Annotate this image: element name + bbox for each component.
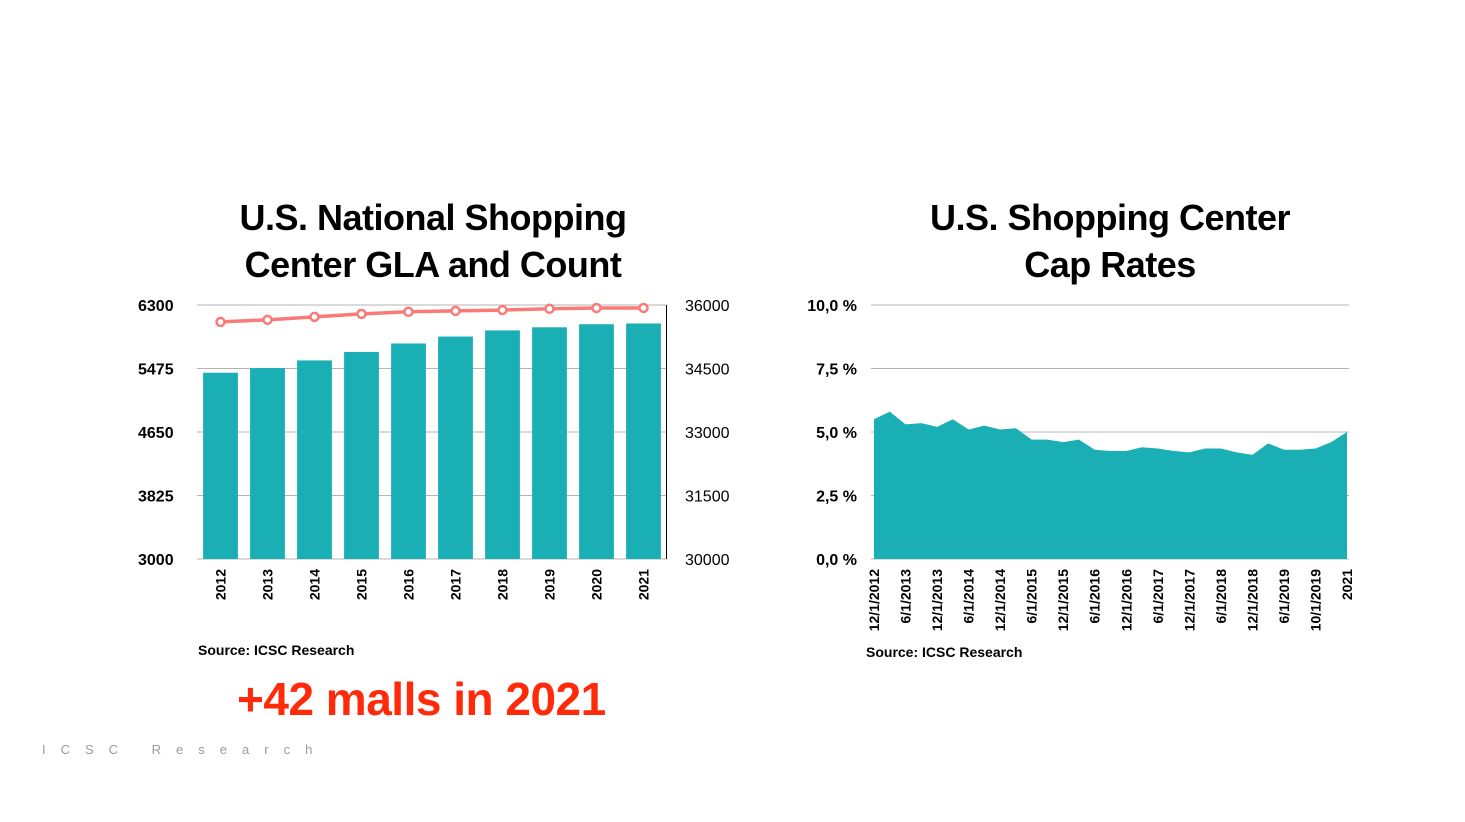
x-tick-label: 12/1/2017 [1181,569,1197,631]
bar-gla [203,372,238,559]
point-count [450,305,461,317]
x-tick-label: 10/1/2019 [1307,569,1323,631]
malls-annotation: +42 malls in 2021 [237,673,606,725]
y-tick-label: 7,5 % [816,362,857,379]
bar-gla [485,330,520,559]
point-count [638,302,649,314]
x-tick-label: 6/1/2015 [1024,569,1040,624]
x-tick-label: 2013 [260,569,276,600]
bar-gla [391,343,426,559]
x-tick-label: 12/1/2014 [992,569,1008,631]
x-tick-label: 12/1/2013 [929,569,945,631]
point-count [215,316,226,328]
y-right-tick-label: 31500 [685,489,730,506]
x-tick-label: 2014 [307,569,323,600]
source-note-right: Source: ICSC Research [866,644,1023,660]
bar-gla [297,360,332,559]
x-tick-label: 12/1/2016 [1118,569,1134,631]
line-count [220,306,644,324]
x-tick-label: 6/1/2016 [1087,569,1103,624]
x-tick-label: 2012 [213,569,229,600]
point-count [497,304,508,316]
x-tick-label: 6/1/2014 [961,569,977,624]
x-tick-label: 12/1/2018 [1244,569,1260,631]
y-right-tick-label: 30000 [685,552,730,569]
x-tick-label: 2016 [401,569,417,600]
y-tick-label: 0,0 % [816,552,857,569]
bar-gla [344,351,379,559]
y-left-tick-label: 4650 [138,425,174,442]
y-left-tick-label: 6300 [138,298,174,315]
chart-title-cap-rates: U.S. Shopping Center Cap Rates [860,194,1360,288]
source-note-left: Source: ICSC Research [198,642,355,658]
x-tick-label: 6/1/2013 [898,569,914,624]
bar-gla [626,323,661,559]
point-count [403,306,414,318]
bar-gla [532,327,567,559]
y-tick-label: 2,5 % [816,489,857,506]
x-tick-label: 12/1/2012 [866,569,882,631]
point-count [544,303,555,315]
chart-title-gla-count: U.S. National Shopping Center GLA and Co… [183,194,683,288]
y-right-tick-label: 34500 [685,362,730,379]
bar-gla [579,324,614,559]
x-tick-label: 12/1/2015 [1055,569,1071,631]
y-left-tick-label: 3000 [138,552,174,569]
chart-title-line: U.S. Shopping Center [929,197,1291,238]
point-count [591,302,602,314]
area-cap-rate [874,411,1347,559]
gla-count-chart: 6300 36000 5475 34500 4650 33000 3825 31500 3000… [138,298,730,600]
x-tick-label: 6/1/2017 [1150,569,1166,624]
y-right-tick-label: 36000 [685,298,730,315]
footer-brand: ICSC Research [42,742,328,757]
bar-gla [250,368,285,559]
bar-gla [438,336,473,559]
x-tick-label: 2017 [448,569,464,600]
x-tick-label: 6/1/2019 [1276,569,1292,624]
point-count [309,311,320,323]
y-tick-label: 5,0 % [816,425,857,442]
y-left-tick-label: 5475 [138,362,174,379]
x-tick-label: 2021 [1339,569,1355,600]
point-count [262,314,273,326]
point-count [356,308,367,320]
y-tick-label: 10,0 % [807,298,857,315]
x-tick-label: 2021 [636,569,652,600]
chart-title-line: Cap Rates [1024,244,1196,285]
chart-title-line: U.S. National Shopping [239,197,628,238]
x-tick-label: 2019 [542,569,558,600]
x-tick-label: 2018 [495,569,511,600]
y-left-tick-label: 3825 [138,489,174,506]
cap-rates-chart: 10,0 % 7,5 % 5,0 % 2,5 % 0,0 % 12/1/2012 6/1/2… [807,298,1355,631]
y-right-tick-label: 33000 [685,425,730,442]
x-tick-label: 2020 [589,569,605,600]
x-tick-label: 6/1/2018 [1213,569,1229,624]
x-tick-label: 2015 [354,569,370,600]
chart-title-line: Center GLA and Count [244,244,622,285]
